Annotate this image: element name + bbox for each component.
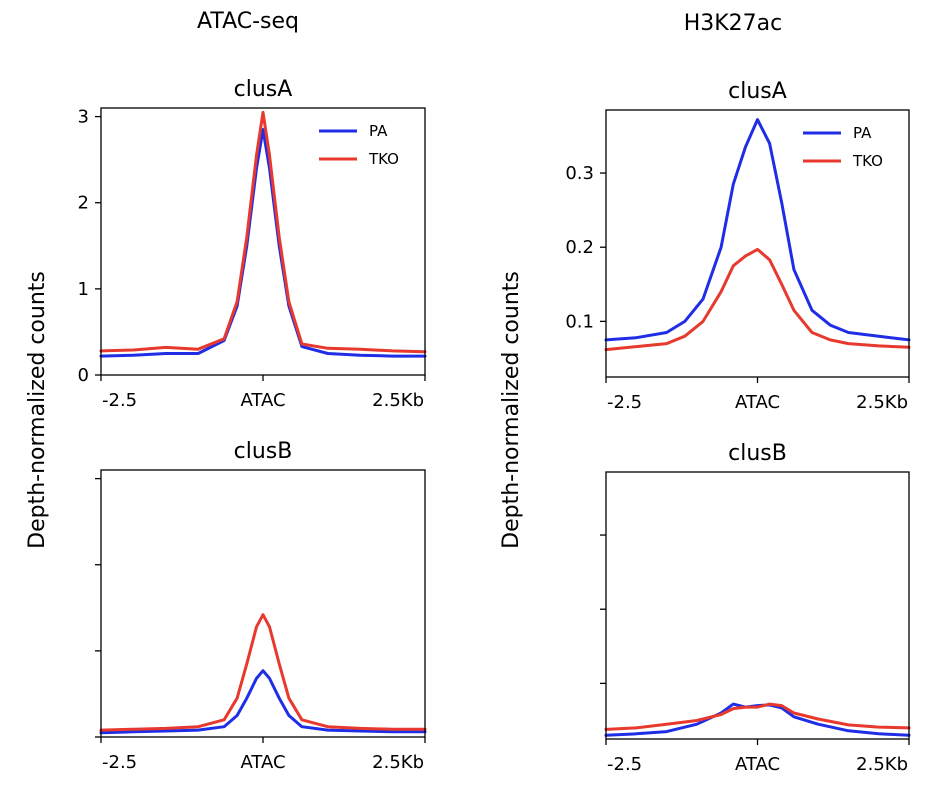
- plot-frame-atac-clusb: [100, 469, 426, 738]
- panel-atac-clusa: clusA -2.5 ATAC 2.5Kb 0 1 2 3 PA TKO: [78, 77, 427, 411]
- y-tick-label-atac-clusa: 3: [78, 107, 89, 128]
- y-tick-label-h3k27ac-clusa: 0.2: [565, 237, 594, 258]
- y-tick-label-h3k27ac-clusa: 0.3: [565, 163, 594, 184]
- legend-label-pa-h3k27ac-clusa: PA: [853, 124, 872, 142]
- column-title-h3k27ac: H3K27ac: [684, 11, 783, 36]
- panel-h3k27ac-clusb: clusB -2.5 ATAC 2.5Kb: [600, 441, 911, 775]
- series-line-tko-h3k27ac-clusb: [604, 702, 911, 731]
- y-tick-label-atac-clusa: 2: [78, 193, 89, 214]
- y-tick-label-atac-clusa: 0: [78, 365, 89, 386]
- plot-frame-h3k27ac-clusb: [605, 471, 910, 740]
- legend-atac-clusa: PA TKO: [319, 122, 399, 168]
- x-tick-label-h3k27ac-clusb: -2.5: [607, 754, 642, 775]
- series-line-tko-atac-clusa: [99, 110, 427, 354]
- y-axis-label-right: Depth-normalized counts: [499, 271, 524, 549]
- series-line-tko-h3k27ac-clusa: [604, 247, 911, 352]
- y-axis-label-left: Depth-normalized counts: [25, 271, 50, 549]
- panel-h3k27ac-clusa: clusA -2.5 ATAC 2.5Kb 0.1 0.2 0.3 PA TKO: [565, 79, 911, 413]
- y-tick-label-atac-clusa: 1: [78, 279, 89, 300]
- legend-label-pa-atac-clusa: PA: [369, 122, 388, 140]
- series-line-tko-atac-clusb: [99, 613, 427, 732]
- panel-title-h3k27ac-clusa: clusA: [728, 79, 787, 104]
- x-tick-label-atac-clusa: 2.5Kb: [372, 390, 424, 411]
- panel-atac-clusb: clusB -2.5 ATAC 2.5Kb: [95, 439, 427, 773]
- series-line-pa-atac-clusb: [99, 669, 427, 735]
- series-line-pa-h3k27ac-clusa: [604, 118, 911, 342]
- x-tick-label-h3k27ac-clusa: 2.5Kb: [856, 392, 908, 413]
- panel-title-atac-clusb: clusB: [234, 439, 293, 464]
- panel-title-h3k27ac-clusb: clusB: [728, 441, 787, 466]
- x-tick-label-h3k27ac-clusa: ATAC: [735, 392, 780, 413]
- plot-frame-atac-clusa: [100, 107, 426, 376]
- column-title-atac: ATAC-seq: [197, 9, 299, 34]
- legend-h3k27ac-clusa: PA TKO: [803, 124, 883, 170]
- x-tick-label-h3k27ac-clusb: 2.5Kb: [856, 754, 908, 775]
- x-tick-label-atac-clusb: ATAC: [240, 752, 285, 773]
- legend-label-tko-h3k27ac-clusa: TKO: [852, 152, 883, 170]
- x-tick-label-atac-clusa: ATAC: [240, 390, 285, 411]
- x-tick-label-h3k27ac-clusa: -2.5: [607, 392, 642, 413]
- y-tick-label-h3k27ac-clusa: 0.1: [565, 311, 594, 332]
- series-line-pa-h3k27ac-clusb: [604, 702, 911, 737]
- series-line-pa-atac-clusa: [99, 128, 427, 358]
- legend-label-tko-atac-clusa: TKO: [368, 150, 399, 168]
- x-tick-label-atac-clusb: 2.5Kb: [372, 752, 424, 773]
- x-tick-label-h3k27ac-clusb: ATAC: [735, 754, 780, 775]
- x-tick-label-atac-clusa: -2.5: [102, 390, 137, 411]
- plot-frame-h3k27ac-clusa: [605, 109, 910, 378]
- x-tick-label-atac-clusb: -2.5: [102, 752, 137, 773]
- panel-title-atac-clusa: clusA: [234, 77, 293, 102]
